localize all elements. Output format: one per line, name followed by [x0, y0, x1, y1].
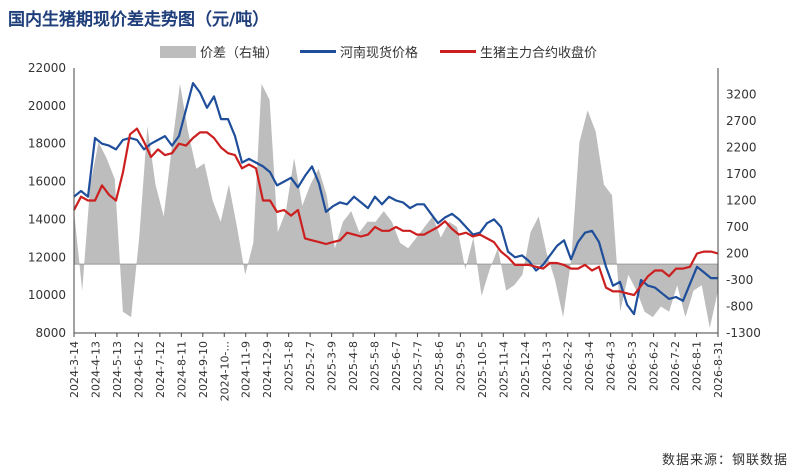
x-tick-label: 2024-12-9 — [261, 341, 274, 398]
x-tick-label: 2025-11-4 — [497, 341, 510, 398]
legend-swatch-spread — [160, 45, 196, 58]
legend: 价差（右轴） 河南现货价格 生猪主力合约收盘价 — [160, 42, 619, 61]
x-tick-label: 2025-9-5 — [454, 341, 467, 391]
x-tick-label: 2026-1-3 — [540, 341, 553, 391]
x-tick-label: 2026-7-2 — [669, 341, 682, 391]
y-right-tick-label: -800 — [726, 300, 753, 314]
x-tick-label: 2026-6-2 — [648, 341, 661, 391]
chart-title: 国内生猪期现价差走势图（元/吨） — [8, 10, 270, 30]
y-right-tick-label: 1200 — [726, 194, 757, 208]
x-tick-label: 2024-5-13 — [111, 341, 124, 398]
y-right-tick-label: 2700 — [726, 114, 757, 128]
x-tick-label: 2024-4-13 — [89, 341, 102, 398]
x-tick-label: 2025-5-8 — [369, 341, 382, 391]
y-right-tick-label: 3200 — [726, 88, 757, 102]
x-tick-label: 2025-2-7 — [304, 341, 317, 391]
x-tick-label: 2026-2-2 — [562, 341, 575, 391]
x-tick-label: 2025-10-5 — [476, 341, 489, 398]
legend-label-spread: 价差（右轴） — [200, 46, 279, 61]
legend-label-futures: 生猪主力合约收盘价 — [480, 46, 598, 61]
futures-price-line — [73, 127, 719, 297]
y-left-tick-label: 20000 — [28, 99, 66, 113]
x-tick-label: 2024-7-12 — [154, 341, 167, 398]
x-tick-label: 2024-10-... — [218, 341, 231, 401]
y-left-tick-label: 16000 — [28, 175, 66, 189]
x-tick-label: 2025-1-8 — [283, 341, 296, 391]
henan-price-line — [73, 81, 718, 316]
x-tick-label: 2026-8-31 — [712, 341, 725, 398]
y-left-tick-label: 18000 — [28, 137, 66, 151]
x-tick-label: 2026-3-4 — [583, 341, 596, 391]
x-tick-label: 2026-8-1 — [691, 341, 704, 391]
x-tick-label: 2024-3-14 — [68, 341, 81, 398]
y-left-tick-label: 8000 — [35, 326, 66, 340]
x-tick-label: 2025-4-8 — [347, 341, 360, 391]
y-right-tick-label: 2200 — [726, 141, 757, 155]
data-source: 数据来源：钢联数据 — [661, 453, 788, 468]
legend-item-henan: 河南现货价格 — [300, 42, 418, 61]
y-left-tick-label: 14000 — [28, 212, 66, 226]
legend-swatch-futures — [440, 50, 477, 53]
x-tick-label: 2025-12-4 — [519, 341, 532, 398]
x-tick-label: 2024-11-9 — [240, 341, 253, 398]
y-left-tick-label: 22000 — [28, 61, 66, 75]
legend-swatch-henan — [300, 50, 337, 53]
y-right-tick-label: -1300 — [726, 326, 761, 340]
x-tick-label: 2025-3-9 — [326, 341, 339, 391]
x-tick-label: 2026-4-3 — [605, 341, 618, 391]
y-left-tick-label: 12000 — [28, 250, 66, 264]
x-tick-label: 2024-9-10 — [197, 341, 210, 398]
legend-label-henan: 河南现货价格 — [340, 46, 419, 61]
y-right-tick-label: 200 — [726, 247, 749, 261]
y-right-tick-label: -300 — [726, 273, 753, 287]
x-tick-label: 2024-6-12 — [132, 341, 145, 398]
y-right-tick-label: 700 — [726, 220, 749, 234]
y-right-tick-label: 1700 — [726, 167, 757, 181]
spread-area — [74, 83, 718, 328]
legend-item-spread: 价差（右轴） — [160, 42, 278, 61]
x-tick-label: 2025-8-6 — [433, 341, 446, 391]
x-tick-label: 2025-7-7 — [411, 341, 424, 391]
x-tick-label: 2026-5-3 — [626, 341, 639, 391]
x-tick-label: 2024-8-11 — [175, 341, 188, 398]
legend-item-futures: 生猪主力合约收盘价 — [440, 42, 597, 61]
y-left-tick-label: 10000 — [28, 288, 66, 302]
x-tick-label: 2025-6-7 — [390, 341, 403, 391]
